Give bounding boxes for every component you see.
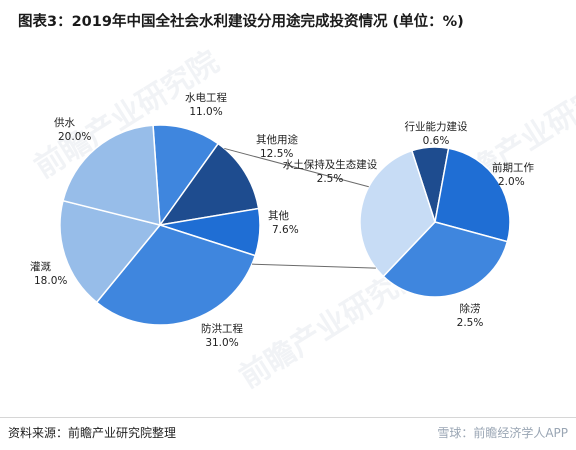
main-pie-slice-5	[62, 124, 161, 226]
main-pie-value-0: 11.0%	[189, 106, 222, 118]
main-pie-label-0: 水电工程	[185, 91, 227, 104]
main-pie-label-5: 供水	[54, 116, 75, 129]
main-pie-value-1: 12.5%	[260, 148, 293, 160]
main-pie-value-3: 31.0%	[205, 337, 238, 349]
source-note: 资料来源：前瞻产业研究院整理	[8, 426, 177, 440]
connector-line-top	[224, 147, 369, 188]
main-pie-value-4: 18.0%	[34, 275, 67, 287]
main-pie-slice-1	[158, 142, 260, 227]
sub-pie-value-3: 2.5%	[317, 173, 344, 185]
chart-title: 图表3：2019年中国全社会水利建设分用途完成投资情况 (单位：%)	[18, 14, 464, 30]
sub-pie-slice-2	[382, 221, 509, 298]
main-pie-label-3: 防洪工程	[201, 322, 243, 335]
main-pie-slice-0	[152, 124, 220, 228]
main-pie-slice-3	[95, 224, 257, 326]
main-pie-slice-4	[59, 199, 162, 304]
main-pie-label-2: 其他	[268, 209, 289, 222]
connector-line-bottom	[252, 263, 376, 269]
main-pie-label-4: 灌溉	[30, 260, 51, 273]
footer-divider	[0, 417, 576, 418]
sub-pie-label-1: 前期工作	[492, 161, 534, 174]
sub-pie-value-2: 2.5%	[457, 317, 484, 329]
sub-pie-value-1: 2.0%	[498, 176, 525, 188]
sub-pie-value-0: 0.6%	[423, 135, 450, 147]
sub-pie-label-3: 水土保持及生态建设	[283, 158, 378, 171]
sub-pie-label-2: 除涝	[460, 302, 481, 315]
main-pie-label-1: 其他用途	[256, 133, 298, 146]
main-pie-value-5: 20.0%	[58, 131, 91, 143]
sub-pie-slice-1	[434, 147, 511, 243]
sub-pie-label-0: 行业能力建设	[405, 120, 468, 133]
sub-pie-slice-3	[359, 149, 436, 278]
main-pie-value-2: 7.6%	[272, 224, 299, 236]
footer-watermark: 雪球：前瞻经济学人APP	[437, 426, 568, 440]
